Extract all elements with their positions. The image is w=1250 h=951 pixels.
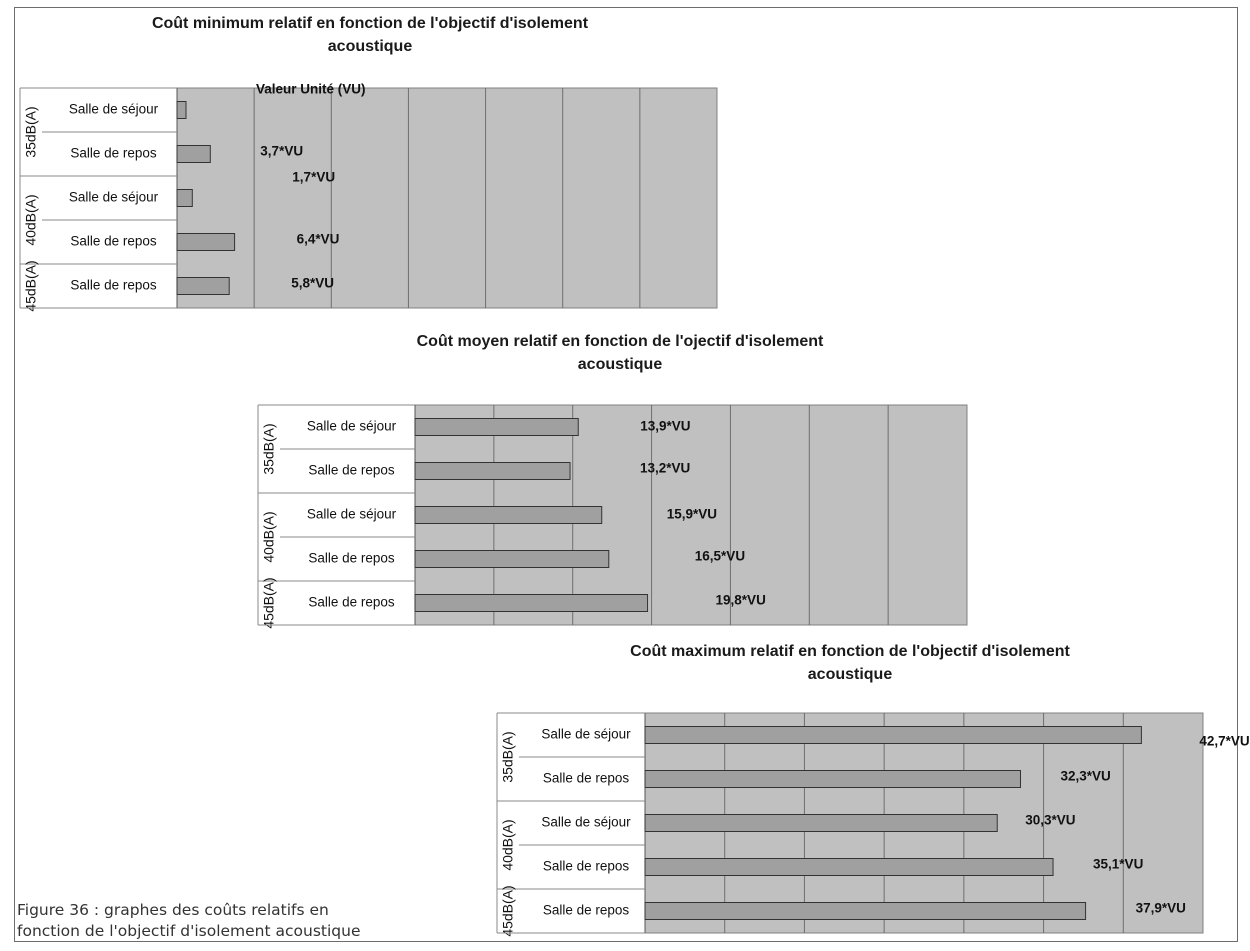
data-label: 13,2*VU [640, 461, 690, 476]
bar [176, 233, 236, 251]
category-label: Salle de repos [543, 859, 630, 874]
figure-frame [14, 7, 1238, 942]
bar [176, 145, 211, 163]
category-label: Salle de repos [70, 234, 157, 249]
chart-title: Coût minimum relatif en fonction de l'ob… [151, 15, 589, 55]
category-label: Salle de repos [308, 551, 395, 566]
category-label: Salle de repos [70, 278, 157, 293]
bar [644, 726, 1142, 744]
group-label: 45dB(A) [23, 260, 39, 311]
bar [644, 902, 1087, 920]
bar [176, 277, 230, 295]
group-label: 40dB(A) [23, 194, 39, 245]
group-label: 40dB(A) [500, 819, 516, 870]
bar [414, 550, 610, 568]
group-label: 35dB(A) [23, 106, 39, 157]
category-label: Salle de repos [308, 463, 395, 478]
bar [414, 594, 649, 612]
chart-title: Coût maximum relatif en fonction de l'ob… [630, 643, 1070, 683]
category-label: Salle de séjour [307, 419, 397, 434]
data-label: 19,8*VU [716, 593, 766, 608]
bar [414, 506, 603, 524]
group-label: 40dB(A) [261, 511, 277, 562]
group-label: 45dB(A) [261, 577, 277, 628]
data-label: 6,4*VU [297, 232, 340, 247]
data-label: 5,8*VU [291, 276, 334, 291]
category-label: Salle de séjour [307, 507, 397, 522]
data-label: Valeur Unité (VU) [256, 82, 366, 97]
category-label: Salle de repos [543, 903, 630, 918]
figure-caption: Figure 36 : graphes des coûts relatifs e… [17, 901, 361, 940]
category-label: Salle de repos [543, 771, 630, 786]
bar [176, 189, 193, 207]
category-label: Salle de séjour [69, 190, 159, 205]
data-label: 32,3*VU [1060, 769, 1110, 784]
bar [414, 462, 571, 480]
bar [644, 814, 998, 832]
plot-area [176, 87, 718, 309]
data-label: 16,5*VU [695, 549, 745, 564]
group-label: 45dB(A) [500, 885, 516, 936]
group-label: 35dB(A) [261, 423, 277, 474]
category-label: Salle de repos [70, 146, 157, 161]
category-label: Salle de repos [308, 595, 395, 610]
data-label: 15,9*VU [667, 507, 717, 522]
chart-plot: 35dB(A) Salle de séjour 42,7*VU Salle de re… [496, 712, 1250, 937]
chart-title: Coût moyen relatif en fonction de l'ojec… [416, 333, 824, 373]
data-label: 13,9*VU [640, 419, 690, 434]
category-label: Salle de séjour [541, 727, 631, 742]
data-label: 30,3*VU [1025, 813, 1075, 828]
bar [644, 770, 1021, 788]
chart-plot: 35dB(A) Salle de séjour 13,9*VU Salle de re… [257, 404, 968, 629]
data-label: 37,9*VU [1136, 901, 1186, 916]
data-label: 42,7*VU [1199, 734, 1249, 749]
bar [414, 418, 579, 436]
data-label: 3,7*VU [260, 144, 303, 159]
chart-plot: 35dB(A) Salle de séjour Valeur Unité (VU) S… [19, 82, 718, 312]
data-label: 1,7*VU [292, 170, 335, 185]
category-label: Salle de séjour [69, 102, 159, 117]
category-label: Salle de séjour [541, 815, 631, 830]
bar [644, 858, 1054, 876]
group-label: 35dB(A) [500, 731, 516, 782]
bar [176, 101, 187, 119]
data-label: 35,1*VU [1093, 857, 1143, 872]
